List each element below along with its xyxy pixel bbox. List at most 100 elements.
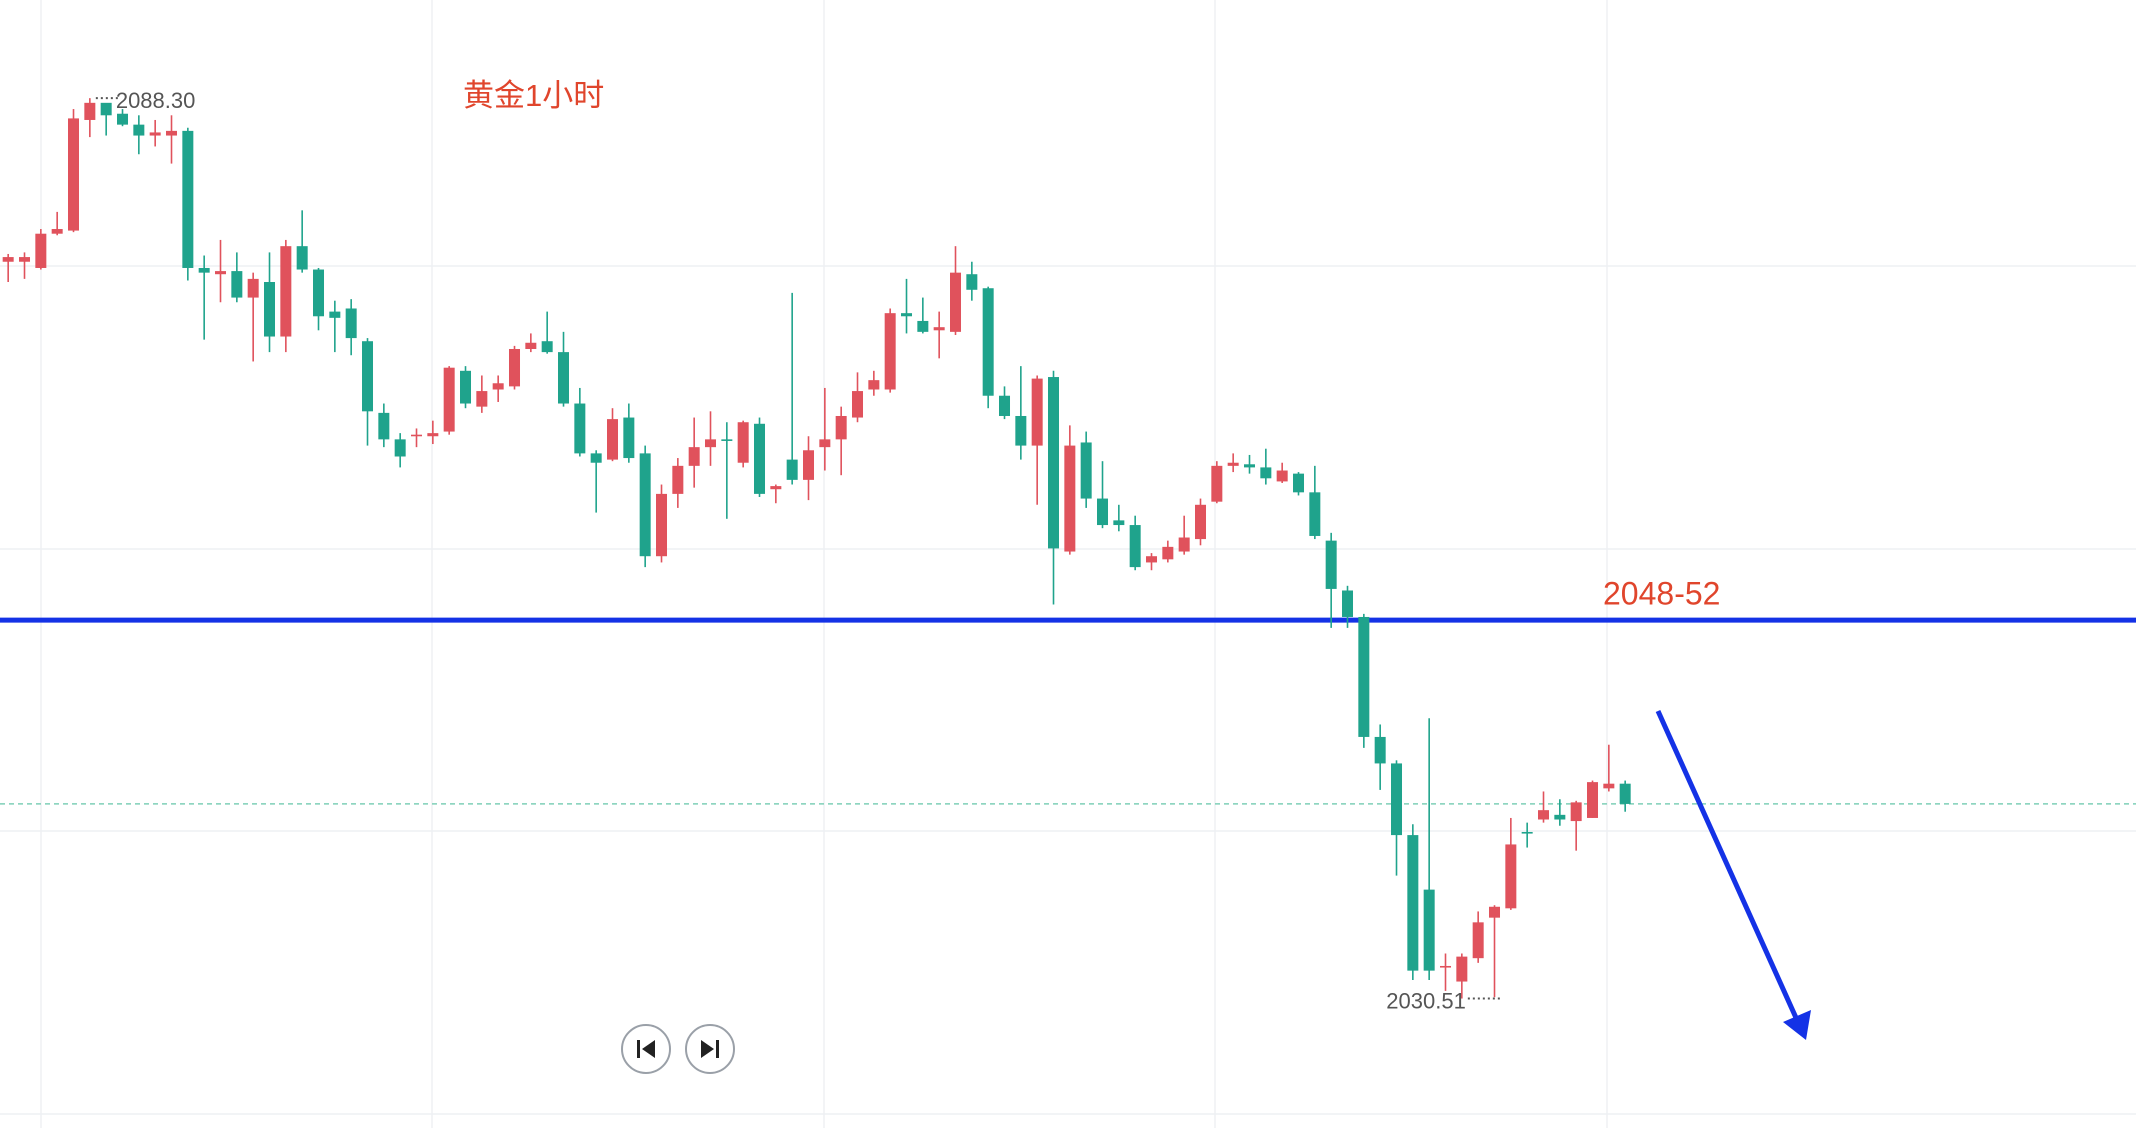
candle-body bbox=[1505, 844, 1517, 909]
candle-body bbox=[1276, 470, 1288, 482]
level-label: 2048-52 bbox=[1603, 576, 1720, 612]
candle-body bbox=[411, 434, 423, 437]
candle-body bbox=[1195, 504, 1207, 540]
candle-body bbox=[1260, 467, 1272, 479]
candle-body bbox=[705, 439, 717, 448]
candle-body bbox=[1587, 782, 1599, 818]
low-label: 2030.51 bbox=[1386, 988, 1466, 1013]
candle-body bbox=[100, 102, 112, 116]
candle-body bbox=[427, 433, 439, 437]
candle-body bbox=[1538, 810, 1550, 820]
candle-body bbox=[982, 288, 994, 396]
candle-body bbox=[558, 352, 570, 404]
candle-body bbox=[803, 450, 815, 480]
candle-body bbox=[35, 233, 47, 268]
candle-body bbox=[688, 447, 700, 466]
candle-body bbox=[1178, 537, 1190, 552]
candle-body bbox=[1358, 616, 1370, 737]
candle-body bbox=[460, 370, 472, 404]
candle-body bbox=[264, 282, 276, 337]
candle-body bbox=[819, 439, 831, 448]
candle-body bbox=[835, 415, 847, 440]
candle-body bbox=[1146, 556, 1158, 563]
candle-body bbox=[1456, 956, 1468, 982]
candle-body bbox=[966, 274, 978, 290]
candle-body bbox=[541, 341, 553, 353]
candle-body bbox=[182, 130, 194, 268]
candle-body bbox=[721, 439, 733, 441]
candle-body bbox=[525, 342, 537, 349]
candle-body bbox=[1325, 540, 1337, 589]
trend-arrow bbox=[1655, 709, 1811, 1040]
candle-body bbox=[1472, 922, 1484, 959]
candle-body bbox=[198, 267, 210, 273]
candle-body bbox=[443, 367, 455, 432]
candle-body bbox=[1603, 783, 1615, 789]
candle-body bbox=[476, 391, 488, 407]
candle-body bbox=[313, 269, 325, 317]
candle-body bbox=[574, 403, 586, 454]
arrow-head bbox=[1783, 1010, 1811, 1040]
candle-body bbox=[1129, 525, 1141, 568]
candle-body bbox=[999, 395, 1011, 416]
candle-body bbox=[362, 341, 374, 412]
candle-body bbox=[329, 311, 341, 318]
candle-body bbox=[247, 278, 259, 298]
candle-body bbox=[1211, 465, 1223, 502]
candle-body bbox=[296, 246, 308, 270]
candle-body bbox=[933, 327, 945, 331]
candle-body bbox=[737, 422, 749, 463]
candle-body bbox=[492, 383, 504, 390]
candle-body bbox=[231, 271, 243, 298]
candle-body bbox=[1227, 462, 1239, 466]
candle-body bbox=[786, 459, 798, 480]
candle-body bbox=[1293, 473, 1305, 493]
candle-body bbox=[345, 308, 357, 339]
candle-body bbox=[1097, 498, 1109, 526]
next-button[interactable] bbox=[685, 1024, 735, 1074]
candle-body bbox=[51, 229, 63, 234]
candle-body bbox=[1521, 831, 1533, 834]
candle-body bbox=[117, 113, 129, 125]
candle-body bbox=[607, 419, 619, 460]
arrow-shaft bbox=[1655, 709, 1800, 1022]
candle-body bbox=[1423, 889, 1435, 971]
candle-body bbox=[950, 272, 962, 332]
candle-body bbox=[2, 257, 14, 262]
candle-body bbox=[1031, 378, 1043, 446]
candle-body bbox=[394, 439, 406, 457]
candle-body bbox=[1489, 906, 1501, 918]
candle-body bbox=[590, 453, 602, 463]
candle-body bbox=[1064, 445, 1076, 552]
prev-button[interactable] bbox=[621, 1024, 671, 1074]
candle-body bbox=[1391, 763, 1403, 836]
candle-body bbox=[378, 412, 390, 440]
candle-body bbox=[770, 486, 782, 490]
candle-body bbox=[901, 313, 913, 317]
candle-body bbox=[1570, 802, 1582, 822]
candle-body bbox=[133, 124, 145, 136]
candle-body bbox=[1244, 464, 1256, 468]
candle-body bbox=[917, 320, 929, 332]
candle-body bbox=[1554, 814, 1566, 820]
candle-body bbox=[149, 132, 161, 136]
candle-body bbox=[1619, 783, 1631, 804]
candle-body bbox=[1162, 546, 1174, 560]
candle-body bbox=[280, 246, 292, 337]
candle-body bbox=[1440, 965, 1452, 968]
candle-body bbox=[1015, 415, 1027, 446]
candle-body bbox=[1113, 520, 1125, 526]
candle-body bbox=[1342, 590, 1354, 617]
candle-body bbox=[623, 417, 635, 459]
candle-body bbox=[1309, 492, 1321, 536]
candle-body bbox=[868, 380, 880, 390]
candle-body bbox=[215, 271, 227, 275]
candle-body bbox=[672, 465, 684, 494]
candle-body bbox=[84, 102, 96, 120]
candle-body bbox=[639, 453, 651, 557]
plot: 2048-52 2088.30 2030.51 bbox=[0, 88, 2136, 1013]
candle-body bbox=[19, 257, 31, 262]
